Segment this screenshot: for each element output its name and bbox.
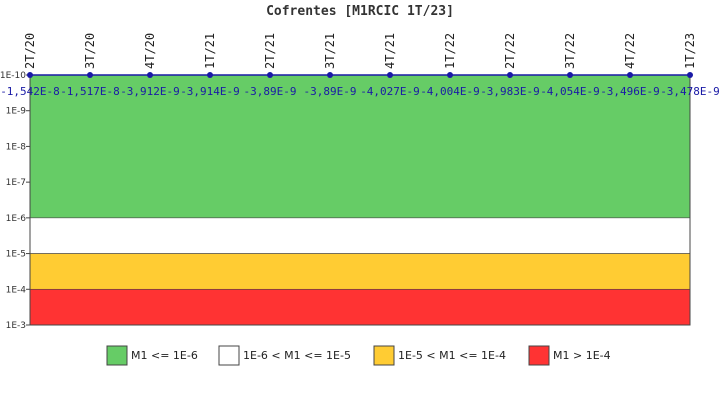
y-tick-label: 1E-6 <box>6 214 27 224</box>
x-tick-label: 1T/22 <box>443 33 457 69</box>
data-point-1 <box>87 72 93 78</box>
risk-band-1 <box>29 217 691 254</box>
data-point-5 <box>327 72 333 78</box>
x-tick-label: 1T/21 <box>203 33 217 69</box>
data-label-6: -4,027E-9 <box>360 85 420 98</box>
data-point-4 <box>267 72 273 78</box>
x-tick-label: 4T/21 <box>383 33 397 69</box>
x-tick-label: 4T/22 <box>623 33 637 69</box>
x-tick-label: 2T/22 <box>503 33 517 69</box>
y-axis: 1E-10 1E-9 1E-8 1E-7 1E-6 1E-5 1E-4 1E-3 <box>0 71 30 331</box>
data-label-1: -1,517E-8 <box>60 85 120 98</box>
data-point-0 <box>27 72 33 78</box>
legend: M1 <= 1E-6 1E-6 < M1 <= 1E-5 1E-5 < M1 <= … <box>106 345 611 366</box>
y-tick-label: 1E-10 <box>0 71 26 81</box>
data-point-8 <box>507 72 513 78</box>
data-point-6 <box>387 72 393 78</box>
risk-bands <box>29 74 691 326</box>
data-label-11: -3,478E-9 <box>660 85 720 98</box>
data-label-5: -3,89E-9 <box>304 85 357 98</box>
chart-title: Cofrentes [M1RCIC 1T/23] <box>266 4 454 19</box>
data-label-8: -3,983E-9 <box>480 85 540 98</box>
data-labels: -1,542E-8 -1,517E-8 -3,912E-9 -3,914E-9 -3,8… <box>0 85 720 98</box>
x-tick-label: 3T/21 <box>323 33 337 69</box>
x-tick-label: 2T/20 <box>23 33 37 69</box>
data-label-7: -4,004E-9 <box>420 85 480 98</box>
legend-swatch-1 <box>218 345 240 366</box>
risk-band-0 <box>29 74 691 219</box>
data-label-9: -4,054E-9 <box>540 85 600 98</box>
data-label-10: -3,496E-9 <box>600 85 660 98</box>
x-axis: 2T/20 3T/20 4T/20 1T/21 2T/21 3T/21 4T/21 1T/22… <box>23 33 697 69</box>
y-tick-label: 1E-7 <box>6 178 26 188</box>
x-tick-label: 2T/21 <box>263 33 277 69</box>
data-point-3 <box>207 72 213 78</box>
legend-swatch-3 <box>528 345 550 366</box>
data-point-9 <box>567 72 573 78</box>
series-line <box>27 72 693 78</box>
data-label-0: -1,542E-8 <box>0 85 60 98</box>
legend-swatch-2 <box>373 345 395 366</box>
risk-band-3 <box>29 288 691 326</box>
data-point-7 <box>447 72 453 78</box>
data-point-10 <box>627 72 633 78</box>
y-tick-label: 1E-3 <box>6 321 26 331</box>
y-tick-label: 1E-8 <box>6 142 27 152</box>
x-tick-label: 4T/20 <box>143 33 157 69</box>
legend-label-2: 1E-5 < M1 <= 1E-4 <box>398 349 506 362</box>
y-tick-label: 1E-9 <box>6 107 27 117</box>
legend-label-0: M1 <= 1E-6 <box>131 349 198 362</box>
legend-swatch-0 <box>106 345 128 366</box>
risk-band-2 <box>29 253 691 290</box>
x-tick-label: 3T/22 <box>563 33 577 69</box>
x-tick-label: 3T/20 <box>83 33 97 69</box>
legend-label-3: M1 > 1E-4 <box>553 349 611 362</box>
legend-label-1: 1E-6 < M1 <= 1E-5 <box>243 349 351 362</box>
y-tick-label: 1E-4 <box>6 285 27 295</box>
data-point-2 <box>147 72 153 78</box>
x-tick-label: 1T/23 <box>683 33 697 69</box>
y-tick-label: 1E-5 <box>6 250 26 260</box>
data-label-2: -3,912E-9 <box>120 85 180 98</box>
data-label-4: -3,89E-9 <box>244 85 297 98</box>
data-point-11 <box>687 72 693 78</box>
data-label-3: -3,914E-9 <box>180 85 240 98</box>
